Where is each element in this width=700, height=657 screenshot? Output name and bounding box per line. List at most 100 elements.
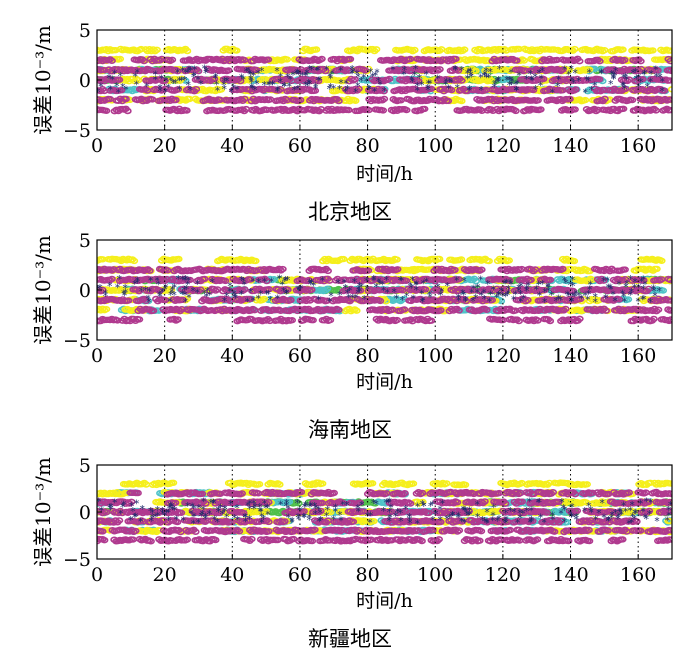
data-point [116, 55, 125, 63]
data-point [352, 307, 361, 314]
data-point: * [314, 66, 319, 77]
data-point: * [186, 81, 191, 92]
data-point [565, 95, 574, 103]
data-point: * [171, 78, 176, 89]
data-point: * [188, 85, 193, 96]
chart-svg-hainan: **** ** ******* ********* ** ******* **** *****… [31, 230, 673, 393]
data-point [246, 75, 255, 83]
data-point [400, 306, 409, 313]
data-point [171, 96, 180, 104]
data-point: * [497, 65, 502, 76]
data-point: * [229, 87, 234, 98]
data-point: * [642, 70, 647, 81]
data-point: * [231, 83, 236, 94]
data-point [581, 96, 590, 104]
data-point: * [158, 86, 163, 97]
data-point [511, 107, 520, 115]
data-point: * [482, 72, 487, 83]
data-point [339, 255, 348, 263]
data-point: * [191, 73, 196, 84]
data-point: * [376, 77, 381, 88]
data-point: * [305, 81, 310, 92]
data-point [354, 85, 363, 93]
data-point: * [645, 83, 650, 94]
data-point: * [186, 68, 191, 79]
data-point [321, 67, 330, 75]
data-point [152, 46, 161, 53]
data-point [504, 257, 513, 264]
data-point: * [467, 86, 472, 97]
data-point [575, 57, 584, 65]
data-point: * [163, 88, 168, 99]
data-point [343, 66, 352, 73]
data-point [123, 107, 132, 115]
data-point: * [467, 85, 472, 96]
data-point [482, 306, 491, 314]
data-point: * [413, 65, 418, 76]
data-point: * [550, 88, 555, 99]
data-point: * [426, 79, 431, 90]
data-point: * [539, 74, 544, 85]
data-point: * [173, 79, 178, 90]
data-point: * [611, 75, 616, 86]
data-point: * [247, 69, 252, 80]
data-point: * [610, 71, 615, 82]
data-point [107, 57, 116, 64]
data-point [223, 296, 232, 303]
data-point [601, 307, 610, 314]
data-point: * [484, 73, 489, 84]
data-point: * [248, 74, 253, 85]
data-point: * [514, 86, 519, 97]
data-point [252, 66, 261, 74]
data-point: * [318, 75, 323, 86]
data-point: * [241, 75, 246, 86]
data-point [575, 315, 584, 323]
data-point [427, 317, 436, 324]
y-tick-label: −5 [63, 120, 91, 142]
data-point [457, 97, 466, 105]
data-point: * [337, 84, 342, 95]
data-point: * [338, 66, 343, 77]
data-point [217, 86, 226, 93]
data-point [539, 75, 548, 83]
data-point: * [633, 67, 638, 78]
data-point: * [507, 75, 512, 86]
data-point: * [213, 74, 218, 85]
data-point [380, 95, 389, 103]
data-point [666, 96, 672, 103]
x-tick-label: 100 [417, 135, 453, 157]
data-point [251, 257, 260, 265]
data-point [282, 56, 291, 63]
data-point: * [415, 86, 420, 97]
data-point: * [353, 87, 358, 98]
data-point: * [504, 76, 509, 87]
data-point [174, 255, 183, 263]
y-tick-label: 0 [79, 70, 91, 92]
data-point: * [328, 83, 333, 94]
data-point: * [316, 76, 321, 87]
data-point: * [486, 73, 491, 84]
data-point [140, 57, 149, 65]
data-point: * [623, 72, 628, 83]
data-point [503, 75, 512, 83]
data-point [334, 97, 343, 105]
data-point [312, 46, 321, 53]
data-point [323, 285, 332, 292]
data-point: * [108, 85, 113, 96]
data-point: * [110, 75, 115, 86]
data-point: * [469, 73, 474, 84]
data-point [523, 296, 532, 304]
data-point [514, 317, 523, 325]
data-point: * [356, 73, 361, 84]
data-point: * [296, 70, 301, 81]
data-point: * [327, 84, 332, 95]
data-point: * [345, 84, 350, 95]
data-point: * [239, 73, 244, 84]
data-point: * [303, 71, 308, 82]
data-point: * [609, 70, 614, 81]
data-point: * [259, 67, 264, 78]
data-point: * [144, 82, 149, 93]
data-point [484, 257, 493, 265]
data-point: * [465, 74, 470, 85]
data-point: * [235, 85, 240, 96]
